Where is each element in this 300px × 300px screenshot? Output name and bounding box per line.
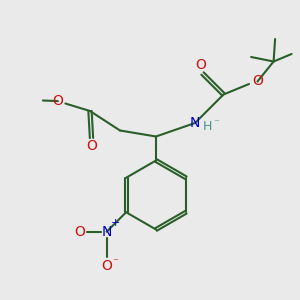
Text: O: O [101, 259, 112, 273]
Text: O: O [196, 58, 206, 72]
Text: ⁻: ⁻ [113, 258, 118, 268]
Text: +: + [111, 218, 120, 228]
Text: O: O [86, 140, 97, 153]
Text: N: N [190, 116, 200, 130]
Text: ⁻: ⁻ [214, 118, 220, 129]
Text: H: H [203, 120, 212, 133]
Text: O: O [74, 225, 85, 239]
Text: O: O [52, 94, 63, 108]
Text: O: O [252, 74, 263, 88]
Text: N: N [101, 225, 112, 239]
